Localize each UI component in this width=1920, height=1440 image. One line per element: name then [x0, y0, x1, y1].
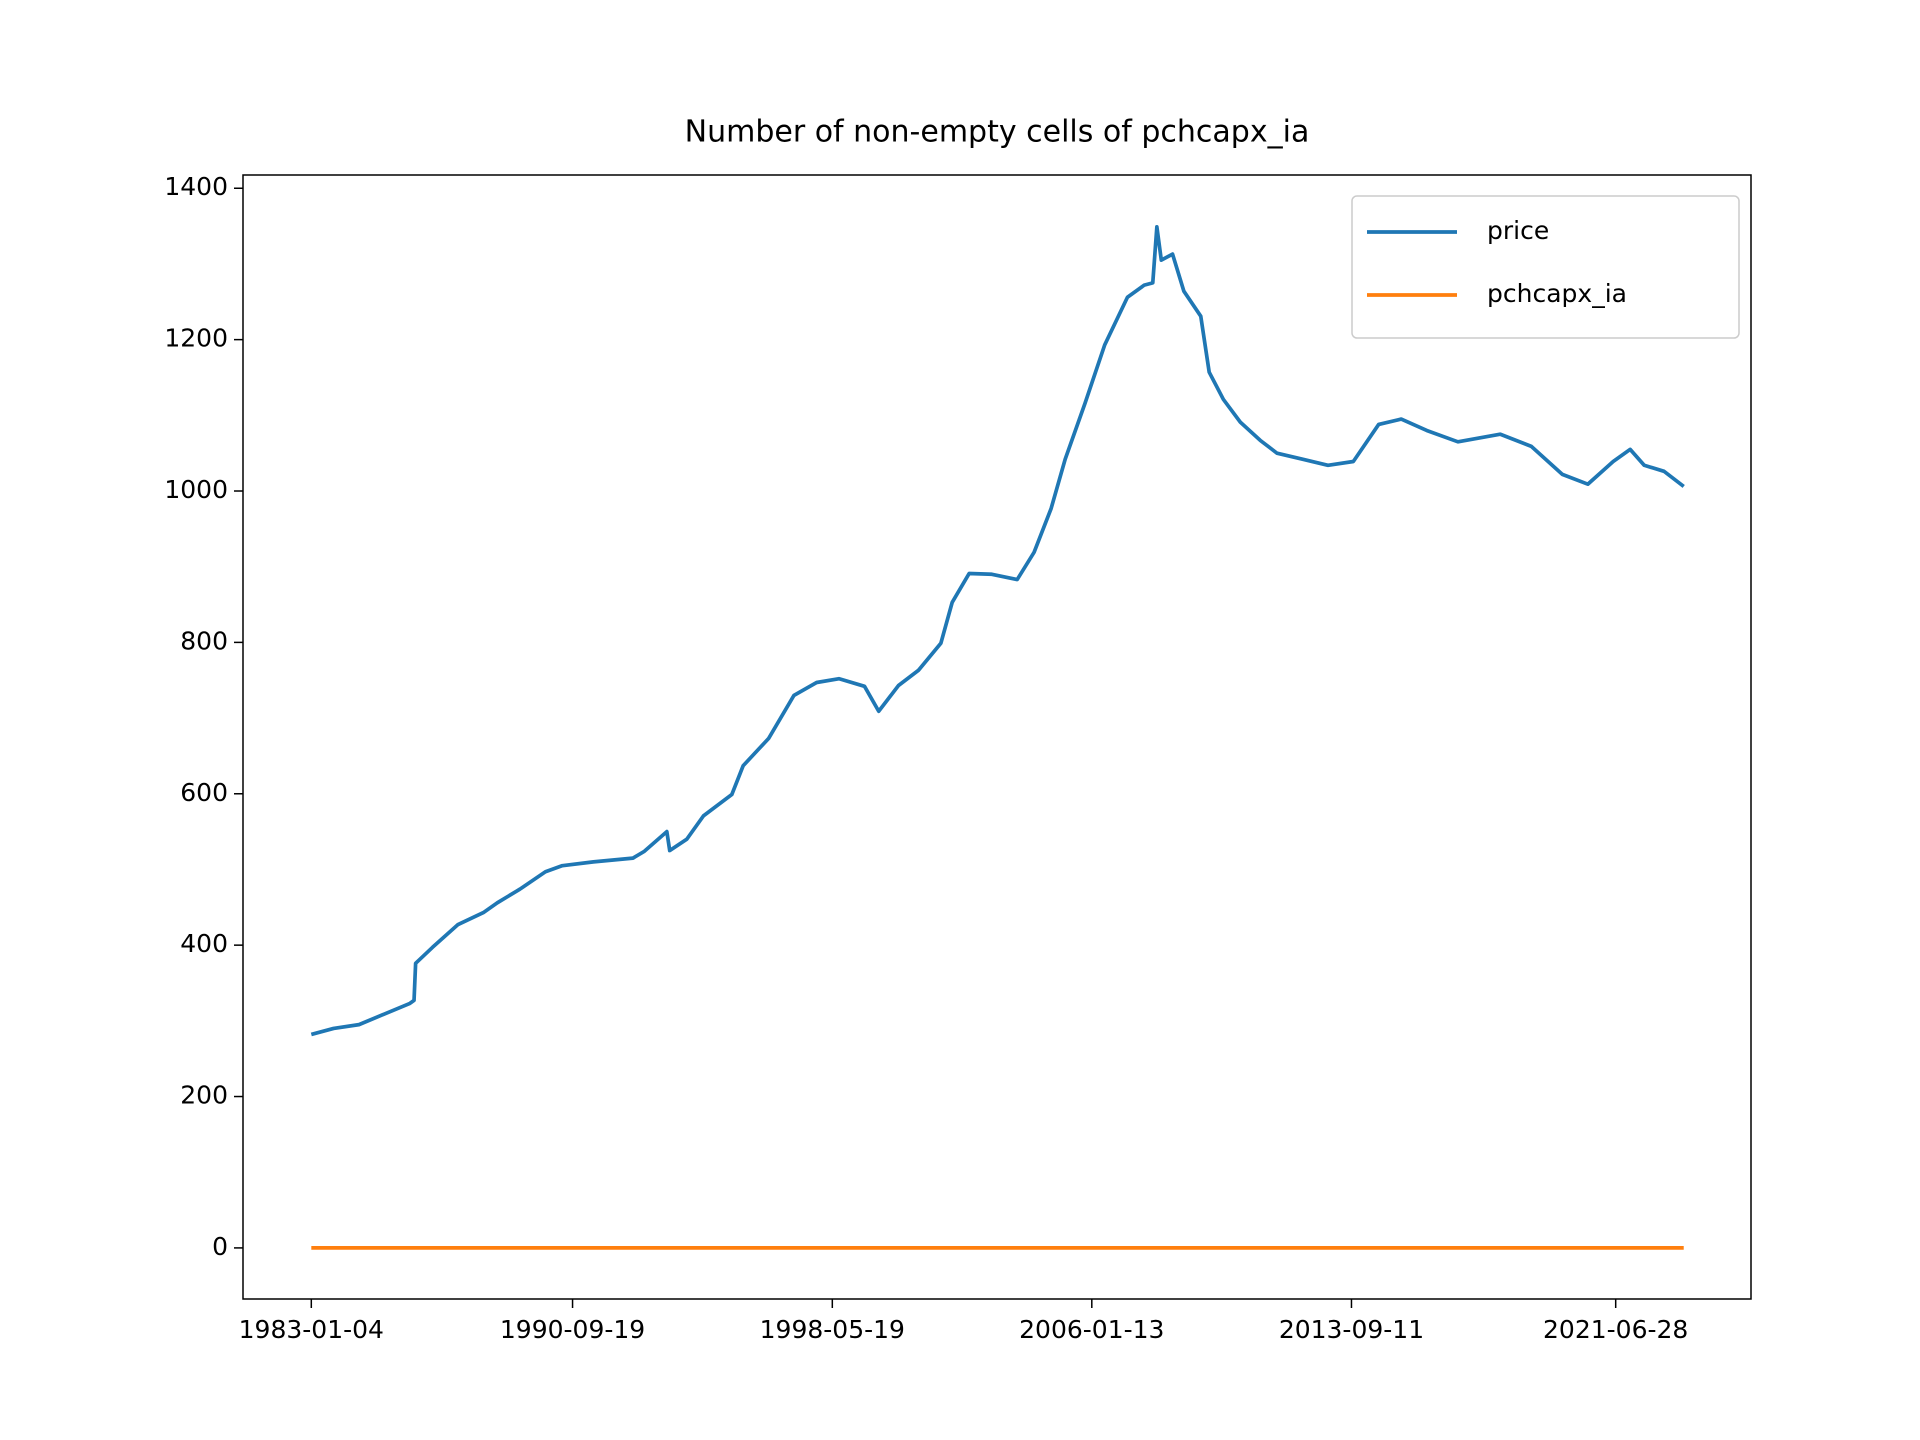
legend-label: pchcapx_ia — [1487, 279, 1627, 308]
data-line — [310, 225, 1685, 1037]
x-tick-label: 1990-09-19 — [500, 1315, 645, 1344]
y-tick-label: 0 — [212, 1232, 228, 1261]
legend-label: price — [1487, 216, 1549, 245]
x-tick-label: 1983-01-04 — [239, 1315, 384, 1344]
y-tick-label: 200 — [180, 1081, 228, 1110]
y-tick-label: 400 — [180, 929, 228, 958]
y-tick-label: 1000 — [164, 475, 228, 504]
y-tick-label: 1400 — [164, 172, 228, 201]
x-tick-label: 2006-01-13 — [1019, 1315, 1164, 1344]
y-tick-label: 800 — [180, 626, 228, 655]
x-tick-label: 1998-05-19 — [760, 1315, 905, 1344]
plot-frame — [242, 174, 1752, 1300]
y-tick-label: 600 — [180, 778, 228, 807]
y-tick-label: 1200 — [164, 324, 228, 353]
x-tick-label: 2021-06-28 — [1543, 1315, 1688, 1344]
x-tick-label: 2013-09-11 — [1279, 1315, 1424, 1344]
chart-title: Number of non-empty cells of pchcapx_ia — [685, 115, 1310, 150]
